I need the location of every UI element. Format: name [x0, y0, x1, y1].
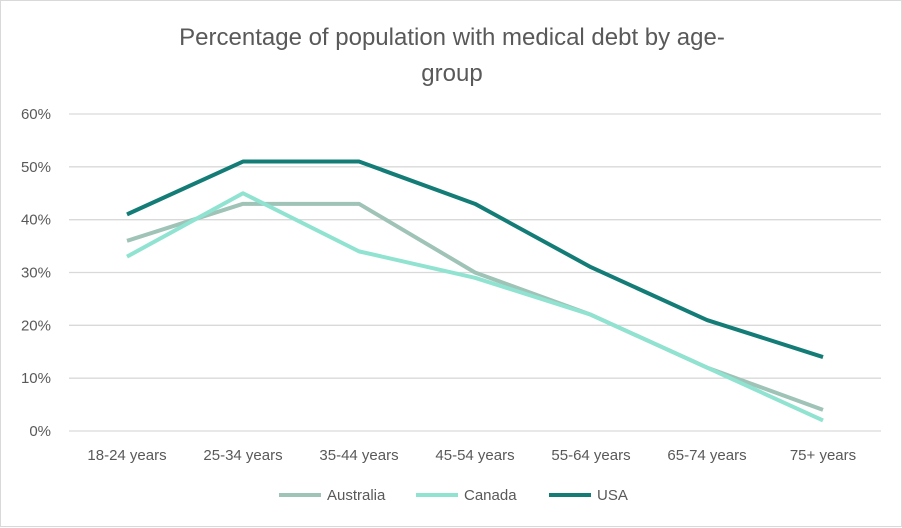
x-tick-label: 55-64 years — [551, 447, 630, 464]
x-tick-label: 18-24 years — [87, 447, 166, 464]
legend-label: Canada — [464, 487, 517, 504]
series-line-usa — [126, 159, 824, 359]
x-tick-label: 25-34 years — [203, 447, 282, 464]
legend-label: Australia — [327, 487, 386, 504]
x-tick-label: 35-44 years — [319, 447, 398, 464]
y-tick-label: 50% — [21, 159, 51, 176]
series-line-australia — [126, 201, 824, 412]
y-tick-label: 0% — [29, 423, 51, 440]
y-tick-label: 30% — [21, 265, 51, 282]
x-tick-label: 45-54 years — [435, 447, 514, 464]
legend-label: USA — [597, 487, 628, 504]
x-tick-label: 65-74 years — [667, 447, 746, 464]
y-tick-label: 20% — [21, 317, 51, 334]
y-tick-label: 10% — [21, 370, 51, 387]
series-line-canada — [126, 191, 824, 423]
chart-title-line-1: Percentage of population with medical de… — [179, 24, 725, 51]
y-tick-label: 60% — [21, 106, 51, 123]
chart-title-line-2: group — [421, 60, 482, 87]
y-tick-label: 40% — [21, 212, 51, 229]
x-tick-label: 75+ years — [790, 447, 856, 464]
